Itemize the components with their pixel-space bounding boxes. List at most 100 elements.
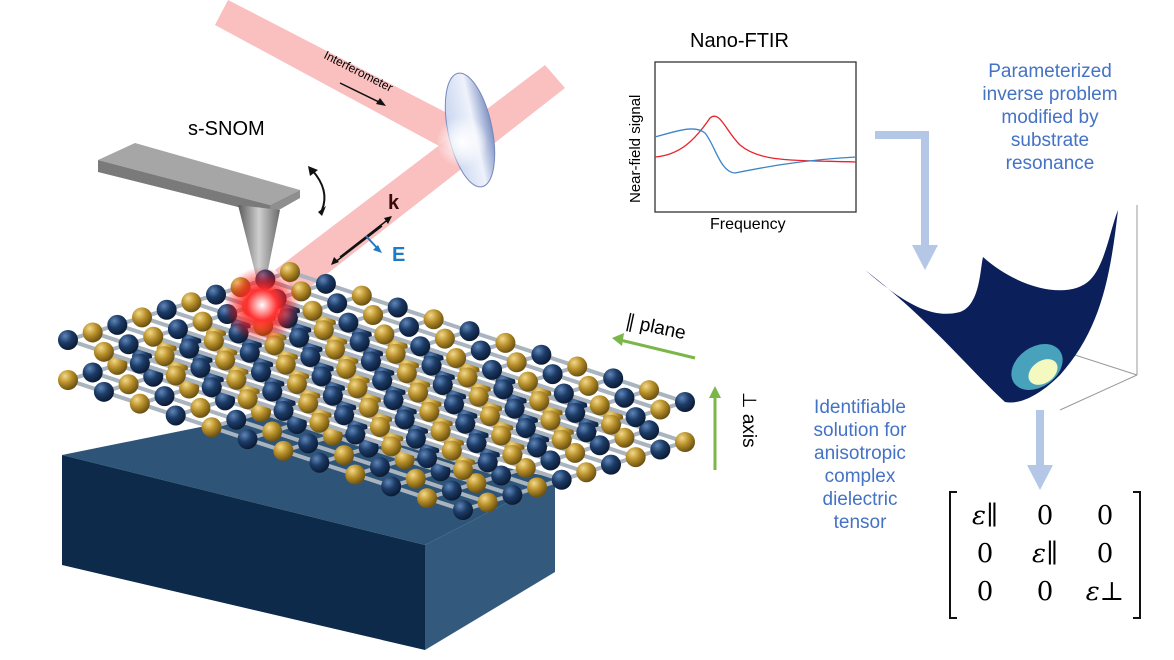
atom-gold [396, 363, 417, 384]
nano-ftir-plot-frame [654, 61, 857, 213]
atom-dark [589, 435, 610, 456]
text-line: modified by [1001, 107, 1099, 128]
chart-title: Nano-FTIR [690, 30, 789, 52]
atom-dark [289, 327, 310, 348]
matrix-cell: 0 [1096, 539, 1114, 569]
atom-gold [495, 332, 516, 353]
atom-dark [405, 428, 426, 449]
text-line: anisotropic [814, 443, 906, 464]
atom-gold [540, 410, 561, 431]
atom-gold [614, 427, 635, 448]
atom-dark [360, 351, 381, 372]
atom-dark [504, 398, 525, 419]
atom-dark [515, 417, 536, 438]
atom-gold [453, 460, 473, 480]
dielectric-tensor-matrix: ε∥ 0 0 0 ε∥ 0 0 0 ε⊥ [955, 495, 1135, 615]
x-axis-label: Frequency [710, 216, 786, 233]
atom-dark [459, 321, 480, 342]
atom-gold [565, 442, 586, 463]
atom-dark [82, 362, 103, 383]
atom-dark [527, 437, 547, 458]
atom-dark [410, 336, 431, 357]
atom-dark [455, 413, 476, 434]
atom-dark [576, 422, 597, 443]
atom-gold [302, 300, 323, 321]
atom-dark [129, 353, 150, 374]
atom-gold [347, 378, 368, 399]
atom-gold [345, 464, 366, 485]
atom-dark [327, 293, 348, 314]
atom-dark [553, 383, 574, 404]
text-line: inverse problem [982, 84, 1118, 105]
atom-gold [423, 309, 444, 330]
atom-dark [540, 450, 561, 471]
atom-gold [551, 429, 572, 450]
atom-dark [432, 374, 453, 395]
atom-dark [441, 480, 462, 501]
atom-gold [466, 473, 487, 494]
loss-surface [865, 210, 1118, 403]
atom-dark [470, 340, 491, 361]
atom-gold [201, 417, 222, 438]
atom-gold [93, 341, 114, 362]
atom-dark [443, 394, 464, 415]
atom-dark [639, 420, 660, 441]
text-line: tensor [833, 512, 887, 533]
atom-dark [300, 347, 321, 368]
atom-gold [446, 348, 467, 369]
substrate-front [62, 455, 425, 650]
atom-gold [527, 477, 547, 498]
atom-gold [381, 436, 402, 457]
atom-gold [515, 457, 536, 478]
atom-dark [107, 314, 128, 335]
atom-gold [576, 462, 597, 483]
matrix-left-bracket [949, 491, 957, 619]
atom-gold [132, 307, 152, 328]
atom-dark [650, 439, 671, 460]
text-line: substrate [1010, 130, 1090, 151]
atom-dark [93, 381, 114, 402]
atom-gold [477, 492, 498, 513]
text-line: solution for [813, 420, 907, 441]
atom-gold [143, 326, 164, 347]
solution-text: Identifiable solution for anisotropic co… [770, 396, 950, 534]
incoming-beam [215, 0, 480, 160]
atom-dark [372, 370, 393, 391]
atom-dark [477, 452, 498, 473]
atom-gold [262, 421, 283, 442]
matrix-cell: ε∥ [1032, 539, 1058, 569]
atom-dark [383, 390, 404, 411]
atom-dark [239, 342, 260, 363]
text-line: resonance [1005, 153, 1095, 174]
atom-gold [336, 358, 357, 379]
text-line: dielectric [822, 489, 898, 510]
atom-gold [118, 374, 139, 395]
atom-dark [167, 319, 188, 340]
atom-gold [675, 432, 695, 452]
atom-gold [286, 373, 307, 394]
atom-dark [334, 405, 355, 426]
atom-gold [273, 440, 294, 461]
atom-gold [419, 401, 440, 422]
atom-dark [421, 355, 442, 376]
atom-dark [58, 330, 78, 350]
atom-dark [349, 331, 370, 352]
atom-dark [614, 387, 635, 408]
k-vector-label: k [388, 192, 400, 214]
atom-gold [298, 393, 319, 414]
atom-gold [430, 421, 451, 442]
atom-dark [226, 409, 247, 430]
matrix-cell: 0 [1036, 577, 1054, 607]
atom-dark [675, 392, 695, 412]
beam-to-sample [275, 65, 565, 295]
red-series-line [654, 115, 857, 163]
matrix-right-bracket [1133, 491, 1141, 619]
atom-gold [385, 343, 406, 364]
atom-dark [502, 484, 523, 505]
atom-gold [363, 305, 384, 326]
atom-dark [398, 316, 419, 337]
matrix-cell: ε∥ [972, 501, 998, 531]
atom-dark [601, 454, 621, 475]
atom-dark [369, 456, 390, 477]
